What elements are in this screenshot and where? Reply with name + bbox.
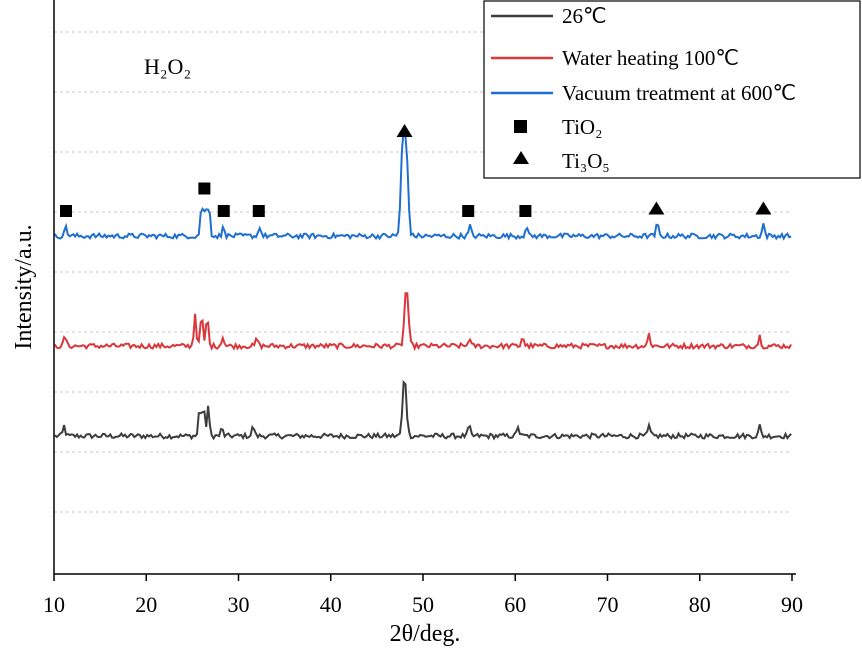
tio2-marker: [198, 182, 211, 195]
x-ticks: 10 20 30 40 50 60 70 80 90: [43, 574, 803, 617]
tio2-marker: [519, 205, 532, 217]
gridlines: [54, 31, 792, 513]
ti3o5-marker: [396, 124, 413, 137]
axes: [53, 0, 796, 575]
x-tick-label: 60: [504, 592, 526, 617]
tio2-marker: [217, 205, 230, 217]
ti3o5-marker: [755, 201, 772, 215]
series-line-2: [54, 129, 792, 241]
legend-label-ti3o5: Ti₃O₅: [562, 149, 610, 173]
series-line-1: [54, 292, 792, 352]
h2o2-annotation: H₂O₂: [144, 54, 191, 79]
ti3o5-marker: [648, 201, 665, 215]
x-tick-label: 10: [43, 592, 65, 617]
legend-square-icon: [514, 120, 527, 133]
legend-label-tio2: TiO₂: [562, 115, 602, 139]
legend-label-vacuum: Vacuum treatment at 600℃: [562, 81, 796, 105]
x-tick-label: 50: [412, 592, 434, 617]
y-axis-title: Intensity/a.u.: [11, 224, 37, 349]
legend: 26℃ Water heating 100℃ Vacuum treatment …: [483, 0, 861, 179]
tio2-marker: [462, 205, 475, 217]
legend-box: [483, 0, 861, 179]
x-tick-label: 80: [689, 592, 711, 617]
x-tick-label: 70: [597, 592, 619, 617]
tio2-marker: [252, 205, 265, 217]
series-layer: [54, 129, 792, 441]
x-tick-label: 20: [135, 592, 157, 617]
x-axis-title: 2θ/deg.: [390, 621, 461, 647]
x-tick-label: 90: [781, 592, 803, 617]
series-line-0: [54, 379, 792, 441]
legend-label-26c: 26℃: [562, 4, 607, 28]
x-tick-label: 30: [228, 592, 250, 617]
legend-triangle-icon: [513, 151, 529, 164]
tio2-marker: [59, 205, 72, 217]
legend-label-water-heating: Water heating 100℃: [562, 46, 739, 70]
x-tick-label: 40: [320, 592, 342, 617]
phase-markers: [59, 124, 772, 217]
